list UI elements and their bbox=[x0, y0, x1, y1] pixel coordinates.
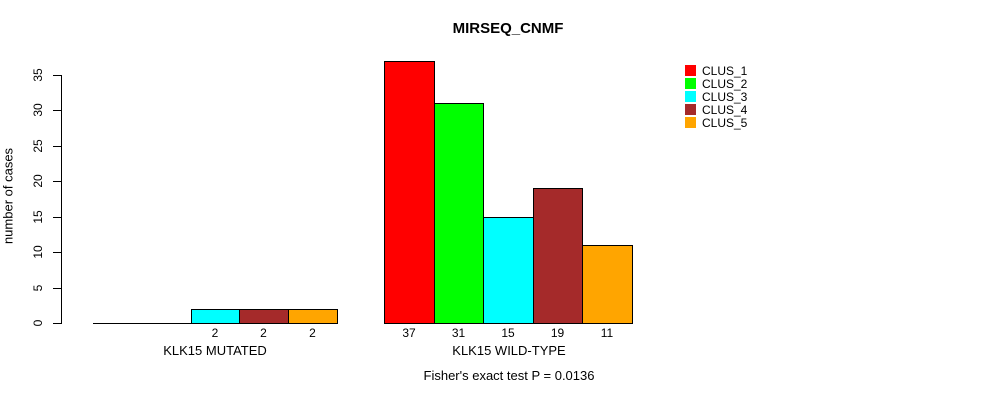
bar-clus_3 bbox=[191, 309, 240, 324]
y-axis-tick bbox=[53, 217, 61, 218]
legend-label: CLUS_3 bbox=[702, 89, 748, 104]
y-axis-tick bbox=[53, 323, 61, 324]
y-axis-tick bbox=[53, 75, 61, 76]
legend-item-clus_5: CLUS_5 bbox=[685, 116, 747, 129]
y-tick-label: 20 bbox=[31, 174, 45, 188]
legend-item-clus_4: CLUS_4 bbox=[685, 103, 747, 116]
annotation-text: Fisher's exact test P = 0.0136 bbox=[423, 368, 595, 383]
group-label-klk15-wild-type: KLK15 WILD-TYPE bbox=[452, 343, 566, 358]
bar-value-label: 15 bbox=[501, 326, 515, 340]
bar-value-label: 2 bbox=[260, 326, 267, 340]
legend-label: CLUS_5 bbox=[702, 115, 748, 130]
bar-value-label: 19 bbox=[550, 326, 565, 340]
bar-clus_2 bbox=[434, 103, 484, 324]
bar-clus_5 bbox=[582, 245, 633, 324]
y-axis-tick bbox=[53, 146, 61, 147]
bar-clus_5 bbox=[288, 309, 338, 324]
y-tick-label: 25 bbox=[31, 139, 45, 153]
bar-clus_4 bbox=[533, 188, 583, 324]
y-axis-tick bbox=[53, 110, 61, 111]
bar-value-label: 2 bbox=[211, 326, 219, 340]
y-tick-label: 10 bbox=[31, 245, 45, 259]
y-tick-label: 5 bbox=[31, 284, 45, 292]
bar-value-label: 2 bbox=[309, 326, 316, 340]
legend-label: CLUS_2 bbox=[702, 76, 748, 91]
y-axis-tick bbox=[53, 252, 61, 253]
y-tick-label: 0 bbox=[31, 319, 45, 327]
bar-value-label: 37 bbox=[402, 326, 416, 340]
legend-item-clus_1: CLUS_1 bbox=[685, 64, 747, 77]
y-tick-label: 30 bbox=[31, 103, 45, 117]
bar-clus_4 bbox=[239, 309, 289, 324]
group-label-klk15-mutated: KLK15 MUTATED bbox=[163, 343, 267, 358]
y-tick-label: 35 bbox=[31, 68, 45, 82]
legend-swatch-icon bbox=[685, 65, 696, 76]
bar-value-label: 11 bbox=[600, 326, 614, 340]
y-axis-line bbox=[61, 75, 62, 324]
y-tick-label: 15 bbox=[31, 210, 45, 224]
legend-label: CLUS_4 bbox=[702, 102, 748, 117]
bar-clus_1 bbox=[384, 61, 435, 324]
bar-value-label: 31 bbox=[451, 326, 466, 340]
legend: CLUS_1 CLUS_2 CLUS_3 CLUS_4 CLUS_5 bbox=[685, 64, 747, 129]
legend-swatch-icon bbox=[685, 91, 696, 102]
legend-item-clus_2: CLUS_2 bbox=[685, 77, 747, 90]
legend-swatch-icon bbox=[685, 117, 696, 128]
y-axis-tick bbox=[53, 288, 61, 289]
legend-swatch-icon bbox=[685, 78, 696, 89]
legend-item-clus_3: CLUS_3 bbox=[685, 90, 747, 103]
legend-swatch-icon bbox=[685, 104, 696, 115]
chart-title: MIRSEQ_CNMF bbox=[452, 20, 564, 37]
legend-label: CLUS_1 bbox=[702, 63, 748, 78]
bar-clus_3 bbox=[483, 217, 534, 324]
y-axis-tick bbox=[53, 181, 61, 182]
